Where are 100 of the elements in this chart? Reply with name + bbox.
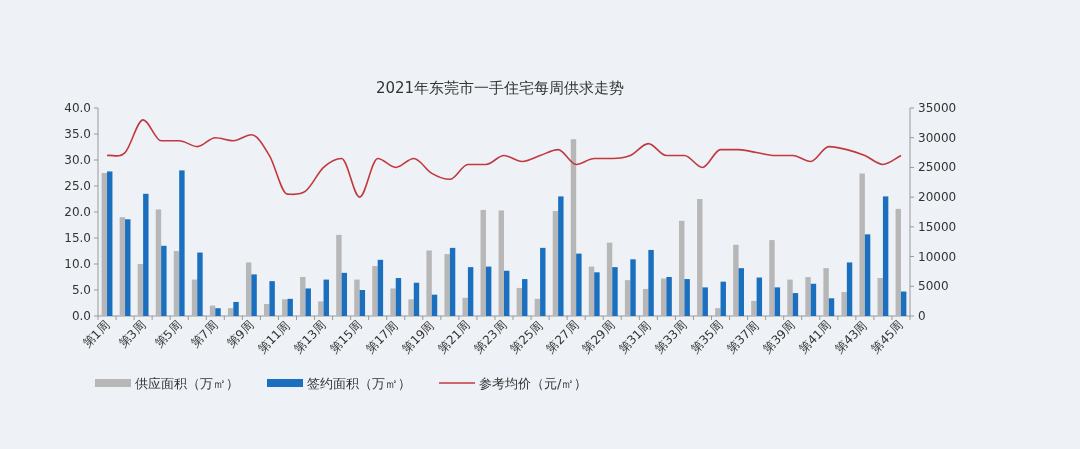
bar <box>859 173 865 316</box>
bar <box>720 281 726 316</box>
bar <box>679 220 685 316</box>
bar <box>305 288 311 316</box>
legend-label: 供应面积（万㎡） <box>135 376 239 391</box>
x-tick-label: 第29周 <box>579 318 618 356</box>
y2-tick-label: 15000 <box>918 219 957 234</box>
y-tick-label: 40.0 <box>64 101 91 115</box>
bar <box>197 252 203 316</box>
bar <box>372 266 378 316</box>
bar <box>756 277 763 316</box>
bar <box>233 301 239 316</box>
x-tick-label: 第21周 <box>435 318 474 356</box>
bar <box>841 292 847 316</box>
bar <box>606 242 613 316</box>
bar <box>516 287 523 316</box>
bar <box>558 196 564 316</box>
bar <box>864 234 871 316</box>
bar <box>377 259 384 316</box>
bar <box>444 254 450 316</box>
bar <box>769 240 775 316</box>
bar <box>642 288 649 316</box>
bar <box>137 264 144 316</box>
bar <box>173 251 180 316</box>
y2-tick-label: 35000 <box>918 101 957 115</box>
y-tick-label: 0.0 <box>71 309 91 323</box>
bar <box>480 209 486 316</box>
bar <box>751 300 757 316</box>
x-tick-label: 第37周 <box>724 318 762 356</box>
bar <box>462 297 468 316</box>
bar <box>282 299 288 316</box>
bar <box>119 217 126 316</box>
y-tick-label: 15.0 <box>64 231 91 245</box>
x-tick-label: 第43周 <box>832 318 871 356</box>
x-tick-label: 第25周 <box>507 318 546 356</box>
bar <box>245 262 252 316</box>
bar <box>215 308 221 316</box>
y-tick-label: 5.0 <box>71 283 91 297</box>
bar <box>552 210 559 316</box>
bar <box>354 279 360 316</box>
x-tick-label: 第11周 <box>254 318 293 356</box>
bar <box>715 308 721 316</box>
bar <box>697 199 703 316</box>
legend-label: 参考均价（元/㎡） <box>479 376 588 391</box>
bar <box>612 267 618 316</box>
x-tick-label: 第39周 <box>760 318 798 356</box>
x-tick-label: 第45周 <box>868 318 907 356</box>
bar <box>408 299 414 316</box>
bar <box>522 279 528 316</box>
bar <box>125 219 131 316</box>
bar <box>792 293 799 316</box>
bar <box>774 287 781 316</box>
bar <box>648 249 654 316</box>
bar <box>666 277 672 316</box>
bar <box>624 280 631 316</box>
x-tick-label: 第31周 <box>615 318 654 356</box>
bar <box>570 139 577 316</box>
x-tick-label: 第15周 <box>327 318 365 356</box>
bar <box>431 294 438 316</box>
bar <box>101 173 108 316</box>
y2-tick-label: 10000 <box>918 249 957 264</box>
bar <box>540 247 546 316</box>
bar <box>323 279 329 316</box>
x-tick-label: 第19周 <box>399 318 437 356</box>
bar <box>287 298 293 316</box>
bar <box>359 290 366 316</box>
bar <box>467 267 474 316</box>
x-tick-label: 第35周 <box>687 318 726 356</box>
y-tick-label: 30.0 <box>64 153 91 167</box>
bar <box>318 301 324 316</box>
y-tick-label: 10.0 <box>64 257 91 271</box>
x-tick-label: 第23周 <box>471 318 510 356</box>
bar <box>269 281 275 316</box>
x-tick-label: 第3周 <box>115 318 149 351</box>
bar <box>264 304 270 316</box>
bar <box>877 278 883 316</box>
bar <box>534 298 541 316</box>
bar <box>846 262 853 316</box>
bar <box>191 279 198 316</box>
bar <box>143 193 149 316</box>
bar <box>413 282 420 316</box>
bar <box>341 272 348 316</box>
bar <box>179 170 185 316</box>
bar <box>660 278 667 316</box>
x-tick-label: 第5周 <box>152 318 185 351</box>
y2-tick-label: 30000 <box>918 130 957 145</box>
bar <box>300 277 306 316</box>
bar <box>498 210 504 316</box>
bar <box>702 287 708 316</box>
bar <box>161 245 167 316</box>
bar <box>733 244 739 316</box>
x-tick-label: 第41周 <box>796 318 834 356</box>
y2-tick-label: 0 <box>918 309 926 323</box>
y-tick-label: 25.0 <box>64 179 91 193</box>
bar <box>336 234 342 316</box>
y2-tick-label: 20000 <box>918 190 957 205</box>
chart-title: 2021年东莞市一手住宅每周供求走势 <box>375 79 625 97</box>
bar <box>787 279 793 316</box>
legend-label: 签约面积（万㎡） <box>307 376 411 391</box>
y-tick-label: 20.0 <box>64 205 91 219</box>
